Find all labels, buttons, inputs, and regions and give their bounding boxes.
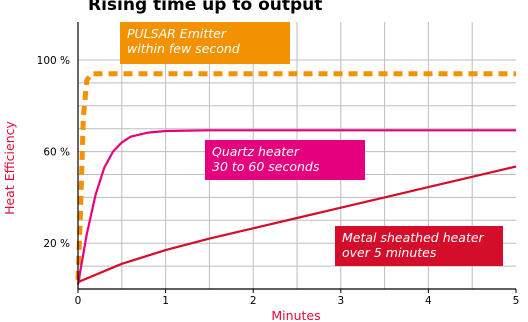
annotation-text: Metal sheathed heater <box>342 230 485 245</box>
y-tick-label: 20 % <box>43 238 70 250</box>
y-tick-label: 60 % <box>43 147 70 159</box>
y-tick-label: 100 % <box>37 55 70 67</box>
chart-title: Rising time up to output <box>88 0 322 15</box>
x-tick-label: 3 <box>337 295 344 307</box>
annotation-box <box>205 140 365 180</box>
series-line-3 <box>77 165 517 284</box>
x-tick-label: 0 <box>75 295 82 307</box>
tick-labels: 0 1 2 3 4 5 20 % 60 % 100 % <box>37 55 520 307</box>
x-axis-label: Minutes <box>271 308 320 322</box>
series-layer <box>75 71 517 285</box>
annotation-text: within few second <box>127 41 240 56</box>
annotation-text: over 5 minutes <box>342 245 437 260</box>
series-line-1 <box>75 71 516 280</box>
annotation-box <box>335 226 503 266</box>
axes <box>77 22 517 293</box>
annotation-text: Quartz heater <box>212 144 300 159</box>
x-tick-label: 5 <box>513 295 520 307</box>
x-tick-label: 2 <box>250 295 257 307</box>
annotation-box <box>120 22 290 64</box>
x-tick-label: 1 <box>162 295 169 307</box>
y-axis-label: Heat Efficiency <box>2 120 17 214</box>
annotation-text: PULSAR Emitter <box>127 26 227 41</box>
series-line-2 <box>76 129 516 285</box>
x-tick-label: 4 <box>425 295 432 307</box>
annotation-text: 30 to 60 seconds <box>212 159 320 174</box>
